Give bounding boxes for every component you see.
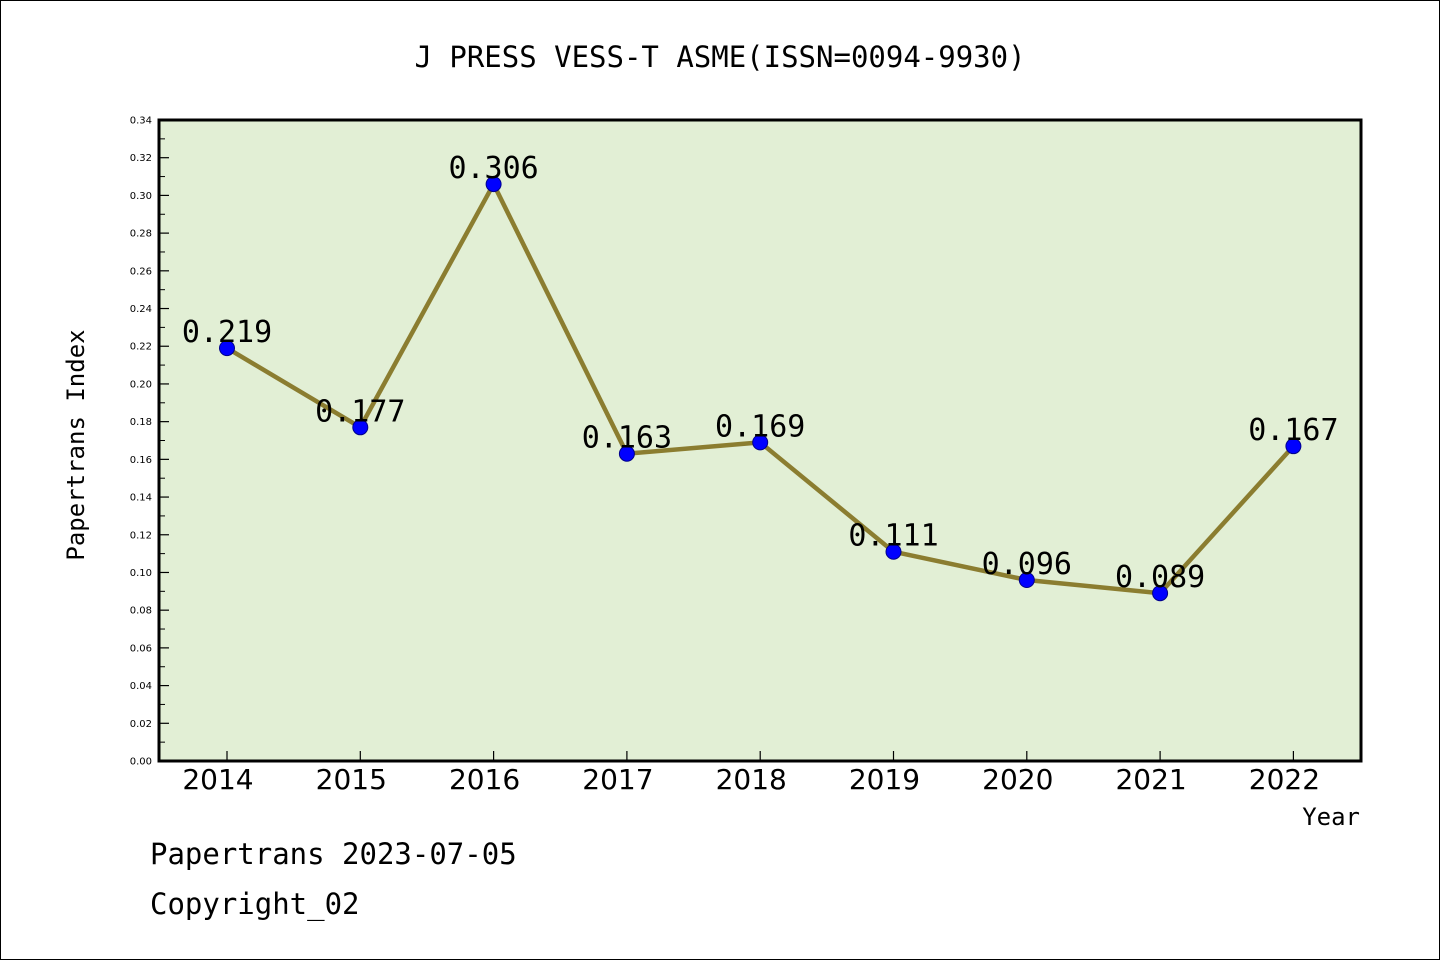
y-tick-label: 0.26 <box>130 266 152 277</box>
x-tick-label: 2014 <box>182 763 253 796</box>
footer-date: Papertrans 2023-07-05 <box>150 837 517 871</box>
x-tick-label: 2020 <box>982 763 1053 796</box>
data-label: 0.169 <box>715 409 805 444</box>
data-point <box>752 434 769 451</box>
data-label: 0.219 <box>182 315 272 350</box>
data-point <box>885 543 902 560</box>
y-axis-label: Papertrans Index <box>62 329 90 560</box>
data-label: 0.089 <box>1115 560 1205 595</box>
data-point <box>485 176 502 193</box>
data-point <box>219 340 235 357</box>
data-point <box>1285 438 1302 455</box>
y-tick-label: 0.18 <box>130 417 152 428</box>
data-label: 0.177 <box>315 394 405 429</box>
x-tick-label: 2021 <box>1115 763 1186 796</box>
data-label: 0.096 <box>982 547 1072 582</box>
data-point <box>618 445 635 462</box>
data-point <box>1018 572 1035 589</box>
x-tick-label: 2022 <box>1249 763 1320 796</box>
chart-title: J PRESS VESS-T ASME(ISSN=0094-9930) <box>414 40 1025 74</box>
y-axis: 0.00 0.02 0.04 0.06 0.08 0.10 0.12 0.14 0.16 0.18… <box>130 116 169 768</box>
data-label: 0.111 <box>848 519 938 554</box>
x-tick-label: 2017 <box>582 763 653 796</box>
y-tick-label: 0.06 <box>130 643 152 654</box>
y-tick-label: 0.22 <box>130 342 152 353</box>
y-tick-label: 0.08 <box>130 606 152 617</box>
y-tick-label: 0.30 <box>130 191 152 202</box>
x-tick-label: 2016 <box>449 763 520 796</box>
y-tick-label: 0.32 <box>130 153 152 164</box>
data-label: 0.167 <box>1248 413 1338 448</box>
footer-copyright: Copyright_02 <box>150 887 360 922</box>
y-tick-label: 0.28 <box>130 229 152 240</box>
data-label: 0.163 <box>582 421 672 456</box>
y-tick-label: 0.24 <box>130 304 152 315</box>
x-tick-label: 2015 <box>316 763 387 796</box>
y-tick-label: 0.10 <box>130 568 152 579</box>
y-tick-label: 0.34 <box>130 116 152 127</box>
series-line <box>219 176 1302 602</box>
y-tick-label: 0.00 <box>130 757 152 768</box>
x-axis: 2014 2015 2016 2017 2018 2019 2020 2021 2022 <box>182 751 1320 796</box>
data-labels: 0.219 0.177 0.306 0.163 0.169 0.111 0.096 0.089… <box>182 151 1339 595</box>
x-tick-label: 2018 <box>716 763 787 796</box>
data-point <box>1152 585 1169 602</box>
data-point <box>352 419 369 436</box>
x-axis-label: Year <box>1302 803 1360 831</box>
y-tick-label: 0.14 <box>130 493 152 504</box>
y-tick-label: 0.04 <box>130 681 152 692</box>
y-tick-label: 0.20 <box>130 379 152 390</box>
y-tick-label: 0.12 <box>130 530 152 541</box>
x-tick-label: 2019 <box>849 763 920 796</box>
data-label: 0.306 <box>448 151 538 186</box>
y-tick-label: 0.16 <box>130 455 152 466</box>
y-tick-label: 0.02 <box>130 719 152 730</box>
